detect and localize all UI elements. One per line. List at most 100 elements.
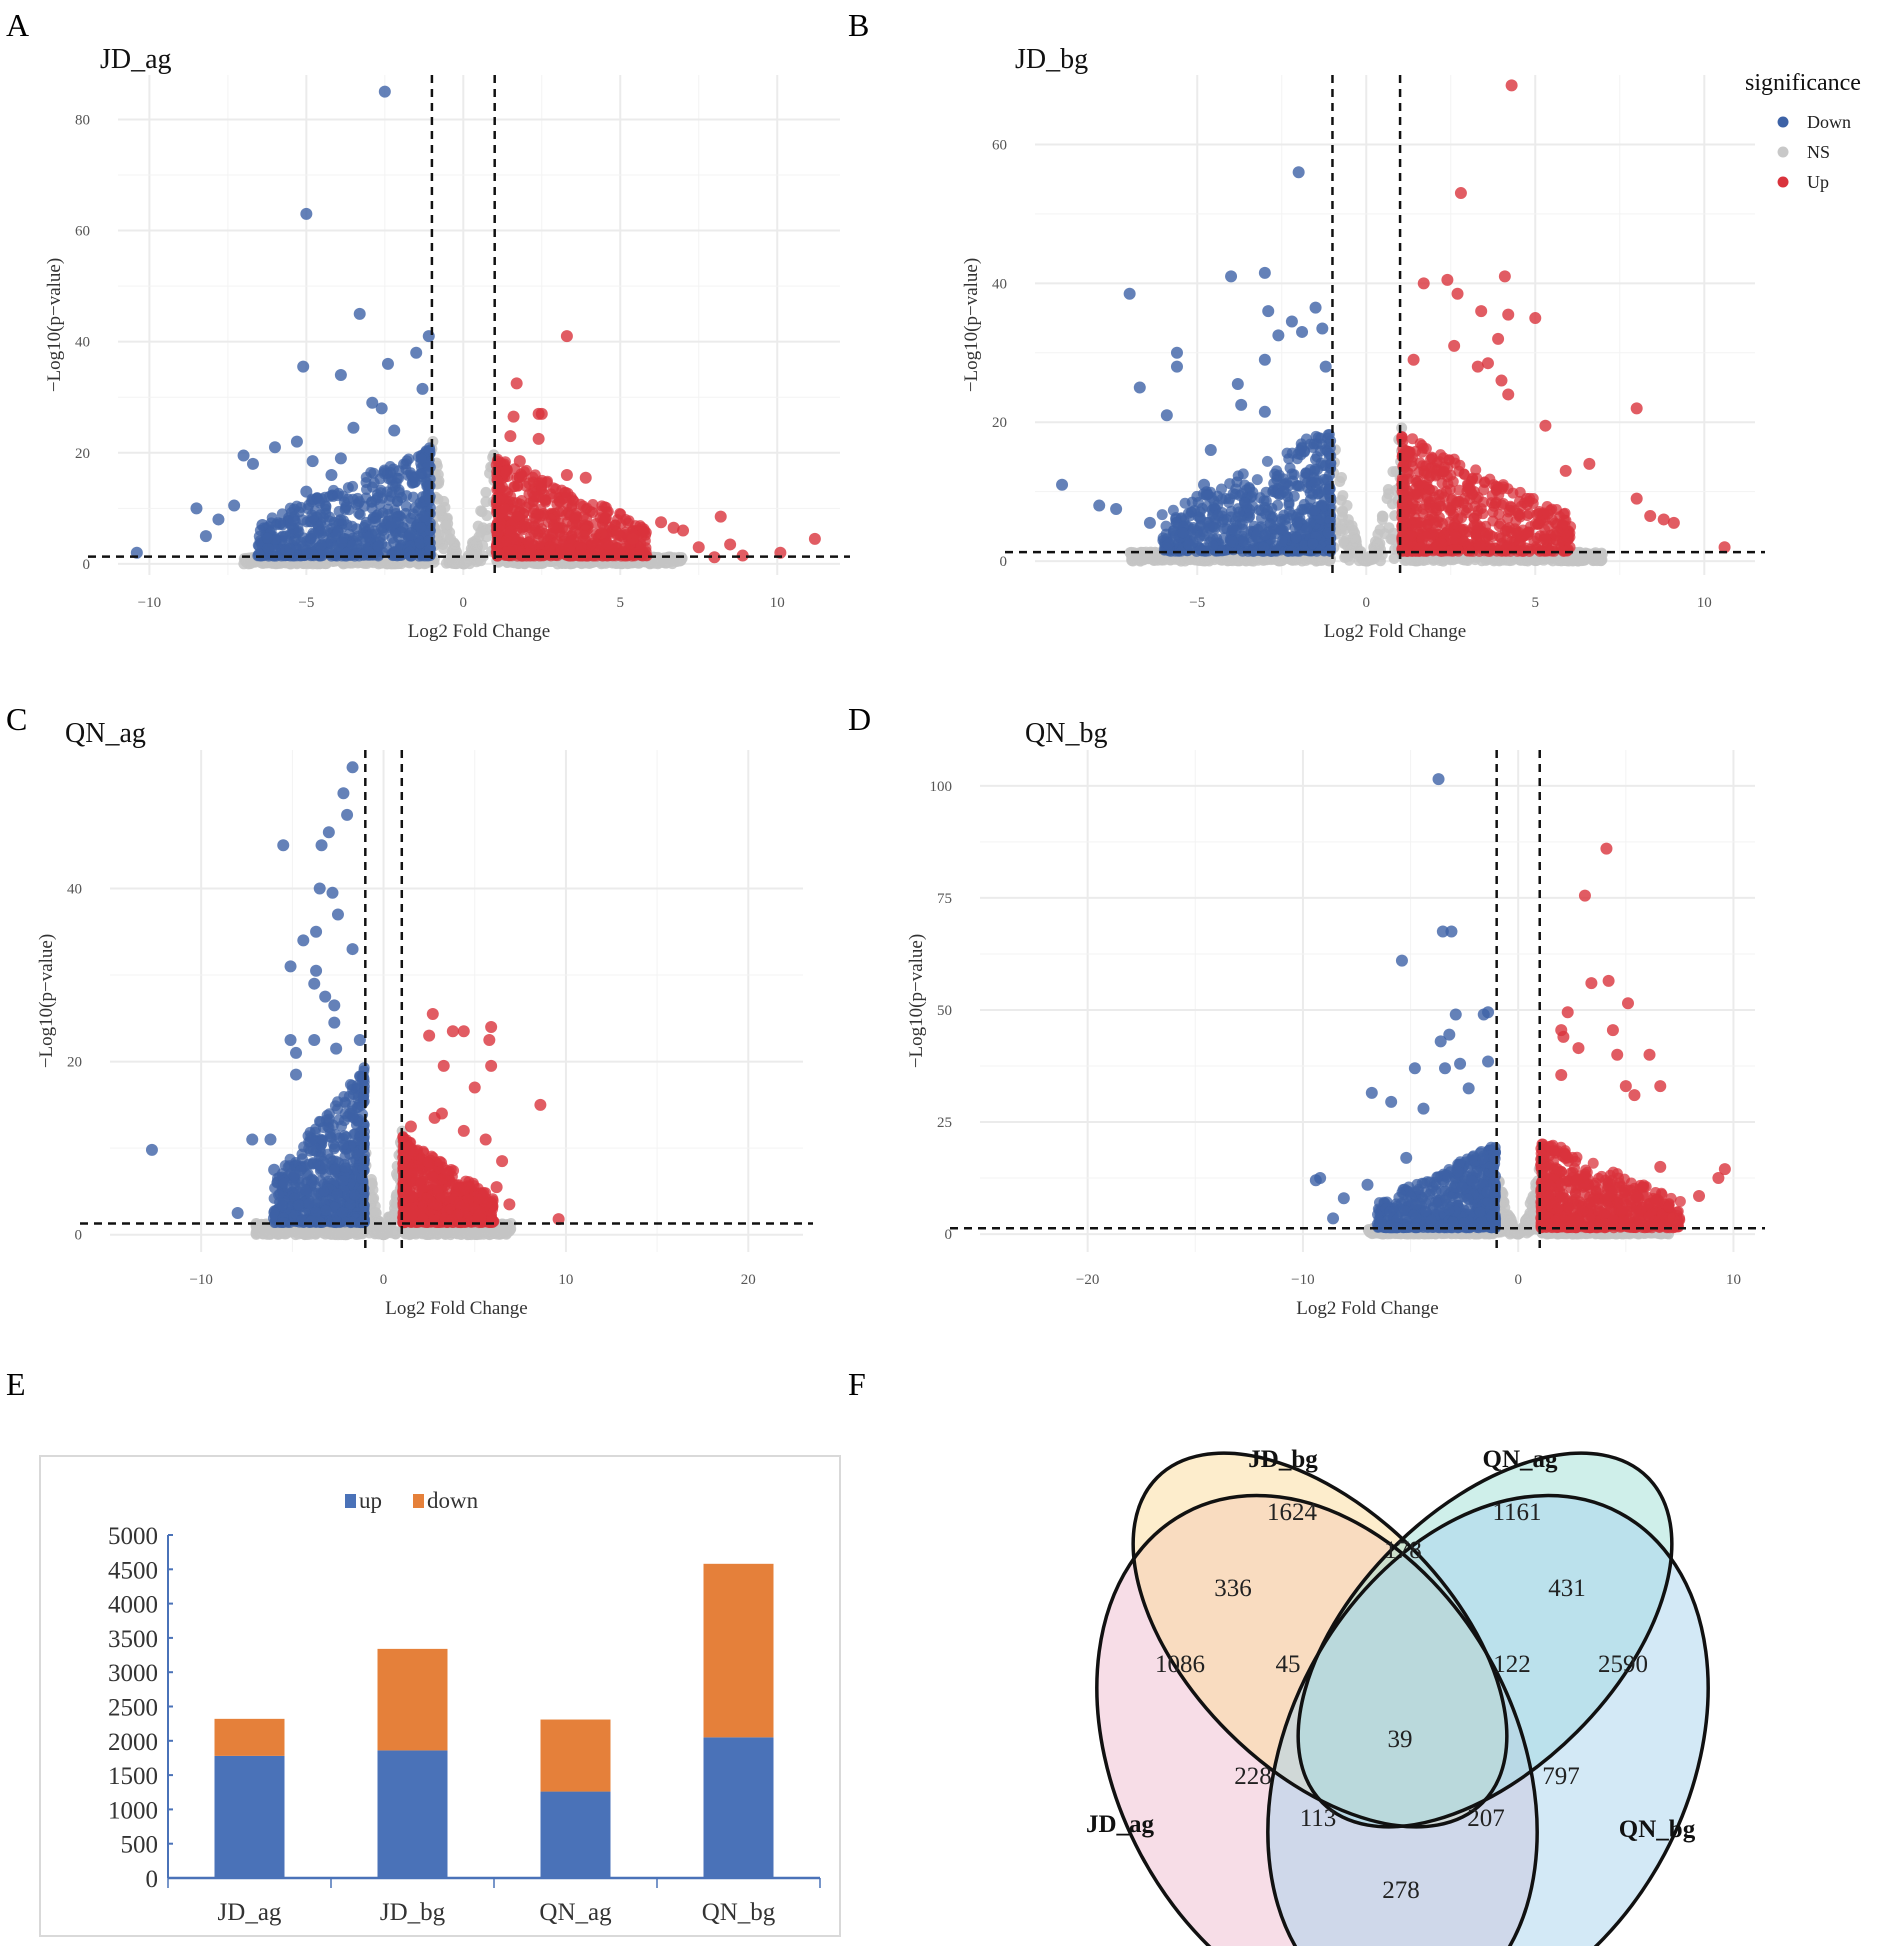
point-down bbox=[366, 481, 378, 493]
point-ns bbox=[1374, 537, 1386, 549]
point-down bbox=[1309, 504, 1321, 516]
x-tick-label: −10 bbox=[138, 595, 161, 611]
point-ns bbox=[475, 505, 487, 517]
point-down bbox=[1227, 522, 1239, 534]
point-down bbox=[290, 435, 303, 448]
point-up bbox=[1407, 353, 1420, 366]
point-up bbox=[1458, 504, 1470, 516]
point-up bbox=[575, 542, 587, 554]
point-down bbox=[415, 453, 427, 465]
point-up bbox=[500, 465, 512, 477]
point-ns bbox=[1338, 535, 1350, 547]
point-up bbox=[1441, 273, 1454, 286]
point-down bbox=[353, 307, 366, 320]
y-tick-label: 20 bbox=[992, 415, 1007, 431]
point-down bbox=[415, 548, 427, 560]
point-up bbox=[1449, 518, 1461, 530]
point-ns bbox=[445, 533, 457, 545]
point-down bbox=[1204, 444, 1217, 456]
point-down bbox=[323, 515, 335, 527]
point-ns bbox=[1350, 534, 1362, 546]
x-tick-label: 0 bbox=[460, 595, 468, 611]
point-down bbox=[1198, 478, 1211, 491]
point-up bbox=[1529, 312, 1542, 325]
point-down bbox=[190, 502, 203, 515]
point-up bbox=[1510, 525, 1522, 537]
point-up bbox=[724, 538, 737, 551]
point-up bbox=[1495, 374, 1508, 387]
point-up bbox=[595, 527, 608, 540]
plot-title: JD_ag bbox=[100, 44, 172, 75]
x-tick-label: 5 bbox=[1532, 595, 1540, 611]
point-down bbox=[372, 540, 384, 552]
point-down bbox=[268, 441, 281, 454]
point-down bbox=[1143, 516, 1156, 529]
x-tick-label: 10 bbox=[770, 595, 785, 611]
point-down bbox=[410, 346, 423, 359]
point-down bbox=[1275, 488, 1287, 500]
point-ns bbox=[1346, 520, 1358, 532]
point-down bbox=[387, 550, 399, 562]
point-down bbox=[1258, 266, 1271, 279]
point-down bbox=[302, 503, 314, 515]
point-up bbox=[1420, 489, 1432, 501]
point-down bbox=[262, 542, 274, 554]
point-up bbox=[1454, 187, 1467, 200]
legend-label-down: Down bbox=[1807, 112, 1851, 132]
point-down bbox=[1258, 353, 1271, 366]
legend-swatch-ns bbox=[1777, 146, 1789, 158]
point-down bbox=[346, 539, 358, 551]
point-down bbox=[354, 509, 366, 521]
point-up bbox=[500, 535, 512, 547]
point-ns bbox=[652, 558, 664, 570]
point-down bbox=[1160, 409, 1173, 422]
point-down bbox=[1299, 472, 1311, 484]
point-down bbox=[1215, 483, 1227, 495]
x-tick-label: 5 bbox=[617, 595, 625, 611]
point-down bbox=[1208, 521, 1220, 533]
point-up bbox=[1485, 544, 1497, 556]
point-down bbox=[300, 485, 313, 498]
point-ns bbox=[435, 504, 447, 516]
point-up bbox=[1667, 516, 1680, 529]
point-down bbox=[336, 537, 348, 549]
y-tick-label: 0 bbox=[83, 557, 91, 573]
y-axis-label: −Log10(p−value) bbox=[961, 258, 982, 392]
point-down bbox=[1239, 497, 1251, 509]
point-down bbox=[1274, 522, 1286, 534]
point-down bbox=[284, 543, 296, 555]
point-down bbox=[1311, 464, 1323, 476]
point-up bbox=[626, 532, 639, 545]
point-up bbox=[560, 469, 573, 481]
point-ns bbox=[1586, 552, 1598, 564]
point-down bbox=[1290, 532, 1302, 544]
point-down bbox=[1231, 378, 1244, 391]
point-up bbox=[548, 507, 561, 520]
point-down bbox=[378, 529, 390, 541]
point-up bbox=[1449, 533, 1461, 545]
y-tick-label: 20 bbox=[75, 446, 90, 462]
point-up bbox=[1449, 457, 1461, 469]
point-up bbox=[611, 527, 624, 540]
point-up bbox=[1485, 497, 1497, 509]
point-ns bbox=[1362, 554, 1374, 566]
point-down bbox=[1191, 490, 1203, 502]
point-up bbox=[1402, 539, 1414, 551]
point-down bbox=[287, 513, 300, 526]
point-up bbox=[1630, 492, 1643, 505]
point-down bbox=[237, 449, 250, 462]
point-up bbox=[1644, 509, 1657, 522]
point-up bbox=[620, 514, 632, 526]
point-up bbox=[579, 471, 592, 484]
point-up bbox=[1396, 451, 1408, 463]
point-down bbox=[1194, 506, 1206, 518]
point-down bbox=[1316, 322, 1329, 335]
point-down bbox=[300, 207, 313, 220]
point-up bbox=[491, 474, 503, 486]
point-up bbox=[580, 503, 592, 515]
point-up bbox=[1505, 79, 1518, 92]
point-up bbox=[1444, 505, 1456, 517]
point-up bbox=[1481, 357, 1494, 370]
